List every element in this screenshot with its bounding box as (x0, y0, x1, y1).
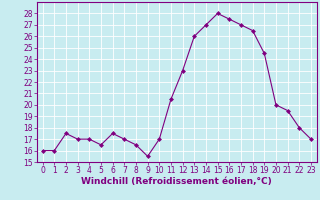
X-axis label: Windchill (Refroidissement éolien,°C): Windchill (Refroidissement éolien,°C) (81, 177, 272, 186)
